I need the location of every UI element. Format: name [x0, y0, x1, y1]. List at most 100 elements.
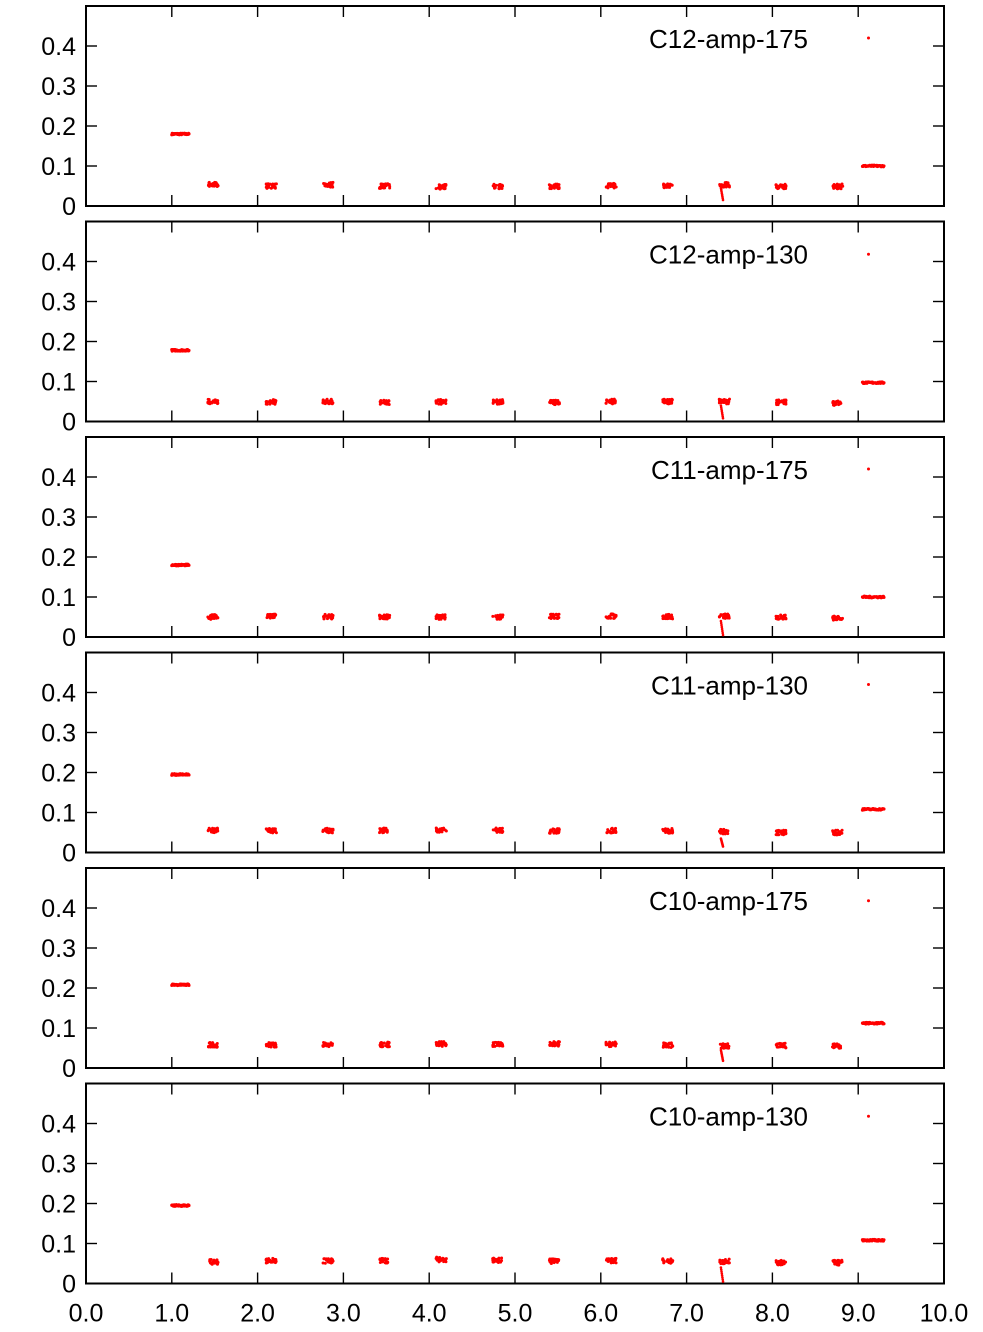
data-cluster [170, 982, 191, 988]
data-point [331, 828, 335, 832]
data-point [777, 185, 781, 189]
data-point [494, 828, 498, 832]
data-point [721, 1276, 724, 1279]
data-point [784, 1046, 788, 1050]
data-cluster [548, 827, 561, 835]
data-point [555, 185, 559, 189]
data-point [721, 400, 725, 404]
data-point [321, 1261, 325, 1265]
data-point [384, 1258, 388, 1262]
data-cluster [378, 398, 391, 407]
data-point [498, 182, 502, 186]
data-point [777, 398, 781, 402]
data-point [784, 617, 788, 621]
data-point [717, 401, 721, 405]
data-point [329, 400, 333, 404]
data-cluster [206, 180, 220, 189]
data-point [267, 1257, 271, 1261]
data-point [435, 400, 439, 404]
data-point [214, 181, 218, 185]
data-point [610, 1042, 614, 1046]
data-point [329, 397, 333, 401]
data-point [608, 1040, 612, 1044]
data-point [441, 398, 445, 402]
data-point [777, 829, 781, 833]
data-point [614, 830, 618, 834]
data-point [555, 616, 559, 620]
panel-label: C10-amp-175 [649, 886, 808, 916]
data-cluster [264, 1041, 278, 1049]
panel-c10-amp-175: 0 0.1 0.2 0.3 0.4 C10-amp-175 [41, 867, 945, 1083]
data-point [501, 1044, 505, 1048]
data-cluster [774, 828, 788, 837]
data-point [329, 830, 333, 834]
ytick-label: 0.4 [41, 33, 76, 61]
data-point [269, 186, 273, 190]
data-point [774, 401, 778, 405]
data-point [723, 615, 727, 619]
ytick-label: 0.3 [41, 935, 76, 963]
data-point [720, 627, 724, 631]
data-point [777, 833, 781, 837]
data-point [213, 398, 217, 402]
ytick-label: 0 [62, 1055, 76, 1083]
data-point [213, 613, 217, 617]
ytick-label: 0.3 [41, 289, 76, 317]
data-cluster [831, 399, 843, 407]
data-drop [719, 186, 725, 202]
data-point [213, 828, 217, 832]
data-point [322, 1042, 326, 1046]
outlier-point [866, 467, 870, 471]
data-point [187, 563, 191, 567]
data-point [666, 613, 670, 617]
data-point [271, 1256, 275, 1260]
ytick-label: 0.1 [41, 800, 76, 828]
data-point [443, 187, 447, 191]
data-point [384, 184, 388, 188]
data-point [547, 183, 551, 187]
data-cluster [322, 612, 335, 621]
data-point [720, 1272, 724, 1275]
data-cluster [170, 772, 191, 777]
data-point [266, 829, 270, 833]
data-point [721, 417, 725, 420]
data-point [719, 1268, 723, 1271]
data-point [555, 613, 559, 617]
data-point [832, 186, 836, 190]
data-point [501, 830, 505, 834]
data-point [438, 1256, 442, 1260]
ytick-label: 0.2 [41, 329, 76, 357]
xtick-label: 9.0 [841, 1300, 876, 1328]
data-point [670, 398, 674, 402]
data-point [323, 402, 327, 406]
data-point [554, 1257, 558, 1261]
data-point [777, 1262, 781, 1266]
data-point [605, 1042, 609, 1046]
data-point [784, 398, 788, 402]
plot-frame [85, 436, 945, 638]
data-point [719, 621, 723, 625]
data-point [437, 402, 441, 406]
plot-frame [85, 651, 945, 854]
data-point [214, 616, 218, 620]
data-point [833, 1261, 837, 1265]
data-point [491, 1041, 495, 1045]
data-point [386, 1260, 390, 1264]
data-point [273, 830, 277, 834]
data-point [323, 1261, 327, 1265]
data-point [553, 830, 557, 834]
data-point [381, 1260, 385, 1264]
data-point [837, 400, 841, 404]
panel-c10-amp-130: 0 0.1 0.2 0.3 0.4 C10-amp-130 0.0 1.0 2.0 3.0 4.0 5… [41, 1082, 968, 1328]
ytick-label: 0.1 [41, 1015, 76, 1043]
data-cluster [170, 562, 191, 568]
ytick-label: 0.3 [41, 720, 76, 748]
ytick-label: 0.1 [41, 1231, 76, 1259]
data-point [666, 1258, 670, 1262]
xtick-label: 4.0 [412, 1300, 447, 1328]
data-point [662, 1259, 666, 1263]
ytick-label: 0.2 [41, 760, 76, 788]
data-point [719, 829, 723, 833]
data-cluster [491, 1256, 504, 1264]
data-point [265, 401, 269, 405]
